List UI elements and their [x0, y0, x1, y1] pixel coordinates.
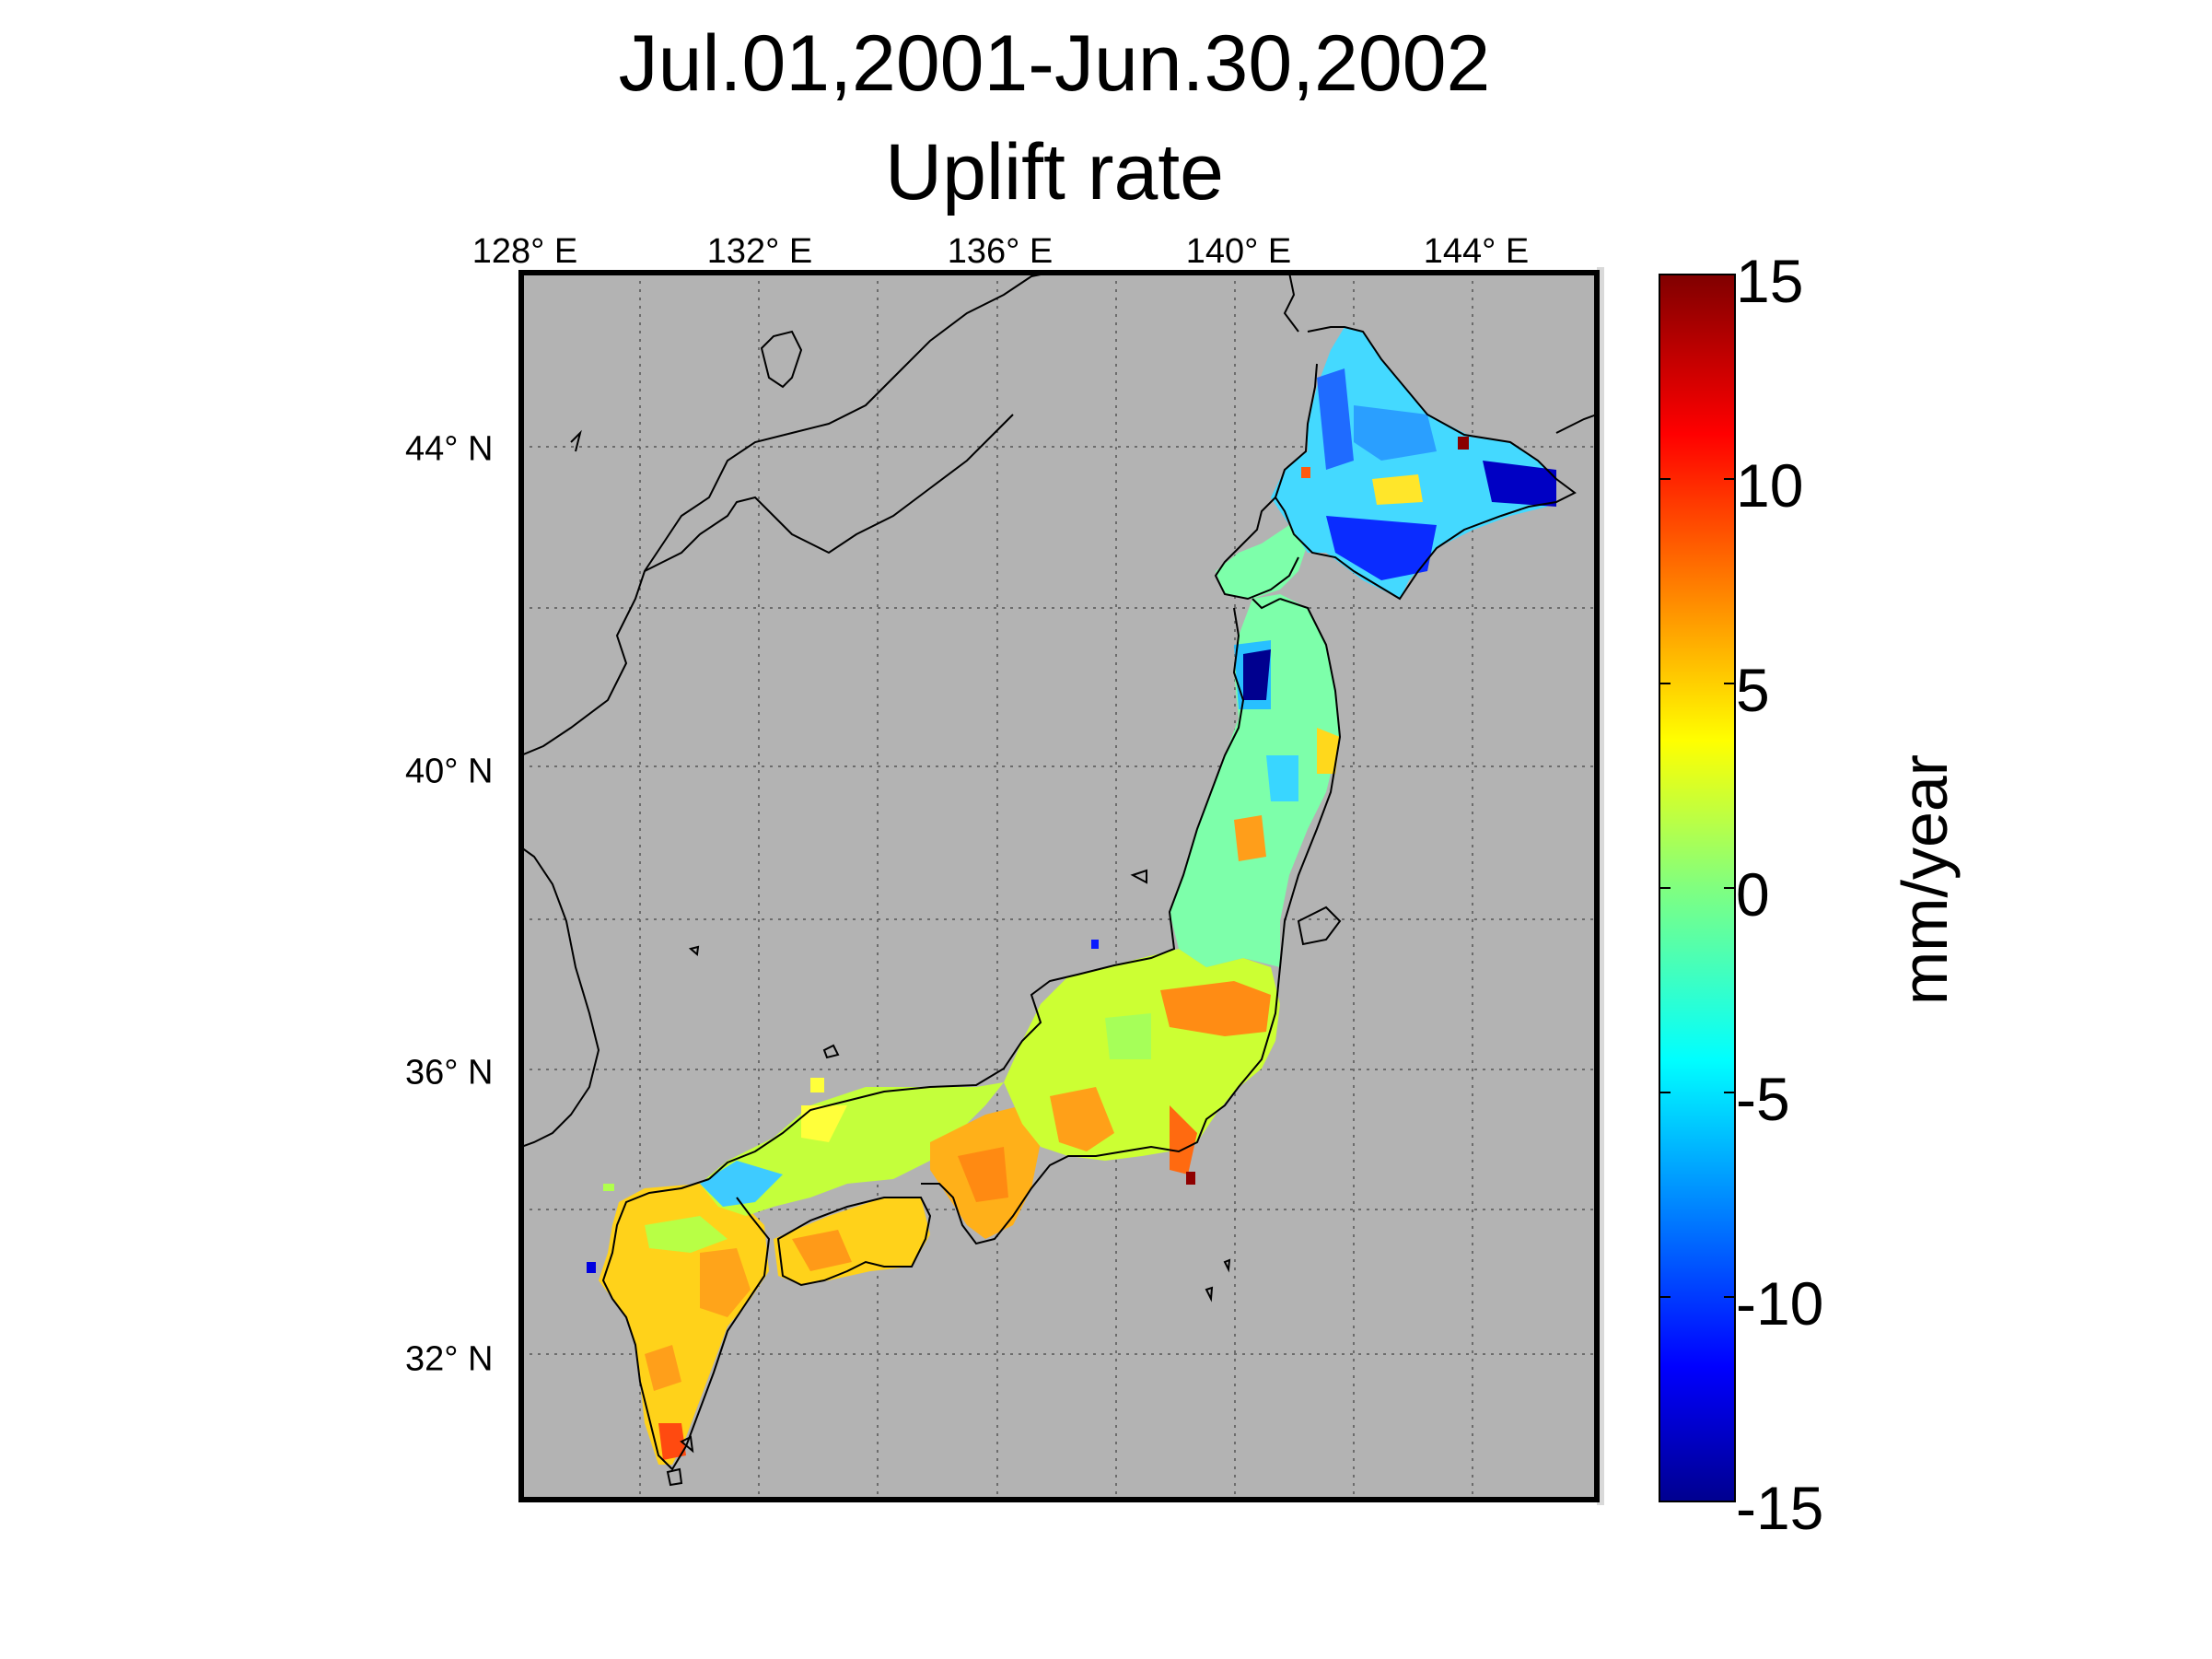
uplift-field [587, 327, 1556, 1465]
map-frame [518, 270, 1600, 1502]
colorbar-tick-neg10: -10 [1736, 1269, 1824, 1338]
lat-tick-44: 44° N [405, 429, 494, 469]
colorbar-tick-10: 10 [1736, 451, 1804, 520]
lat-tick-32: 32° N [405, 1339, 494, 1379]
colorbar-tick-15: 15 [1736, 247, 1804, 315]
lon-tick-144: 144° E [1423, 232, 1530, 271]
lon-tick-132: 132° E [706, 232, 813, 271]
lon-tick-136: 136° E [947, 232, 1054, 271]
map-subtitle: Uplift rate [884, 128, 1225, 216]
colorbar-ticks [1659, 274, 1735, 1502]
lon-tick-128: 128° E [472, 232, 578, 271]
colorbar-tick-neg5: -5 [1736, 1065, 1790, 1133]
map-title: Jul.01,2001-Jun.30,2002 [618, 19, 1491, 108]
colorbar-label: mm/year [1889, 754, 1961, 1006]
colorbar-tick-5: 5 [1736, 656, 1770, 724]
colorbar-tick-0: 0 [1736, 860, 1770, 929]
lat-tick-36: 36° N [405, 1053, 494, 1092]
lat-tick-40: 40° N [405, 752, 494, 791]
colorbar [1659, 274, 1736, 1502]
lon-tick-140: 140° E [1185, 232, 1292, 271]
coastlines [521, 273, 1597, 1487]
colorbar-tick-neg15: -15 [1736, 1474, 1824, 1542]
